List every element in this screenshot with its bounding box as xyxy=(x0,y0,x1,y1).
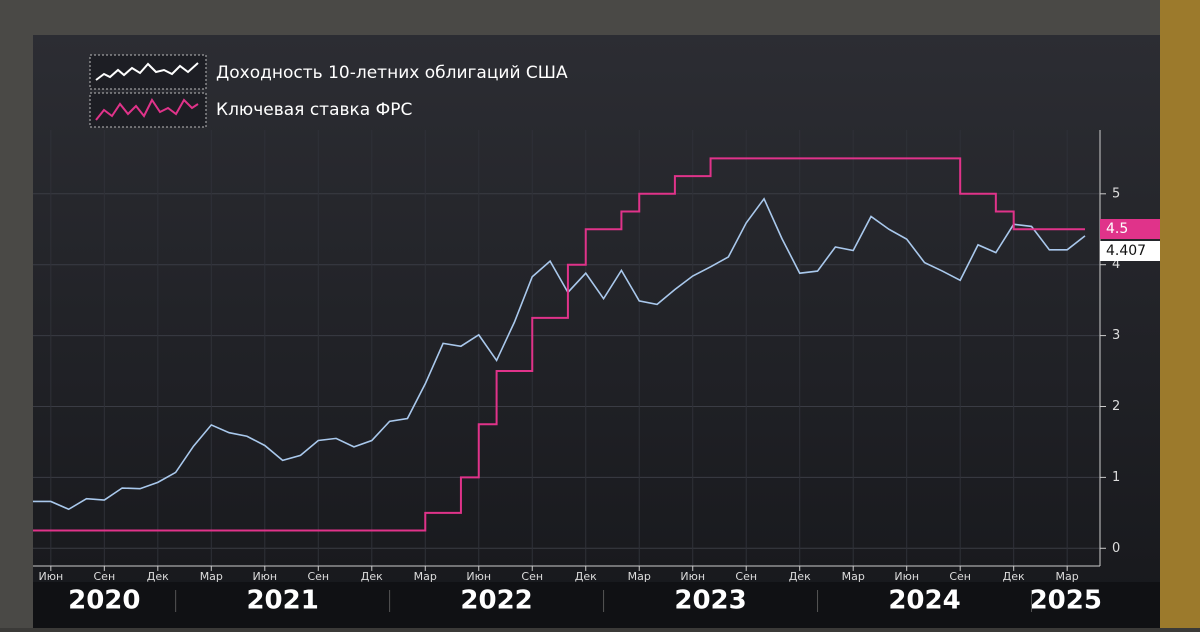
legend: Доходность 10-летних облигаций США Ключе… xyxy=(89,54,568,128)
year-label: 2022 xyxy=(460,586,532,616)
y-tick-label: 4 xyxy=(1112,257,1120,272)
x-tick-label: Дек xyxy=(147,570,169,583)
last-value-label: 4.407 xyxy=(1106,243,1146,259)
x-tick-label: Мар xyxy=(414,570,437,583)
legend-label: Ключевая ставка ФРС xyxy=(216,100,412,120)
panel xyxy=(33,35,1160,625)
x-tick-label: Мар xyxy=(628,570,651,583)
x-tick-label: Сен xyxy=(735,570,757,583)
last-value-label: 4.5 xyxy=(1106,221,1128,237)
x-tick-label: Дек xyxy=(789,570,811,583)
x-tick-label: Сен xyxy=(94,570,116,583)
x-tick-label: Дек xyxy=(575,570,597,583)
legend-icon xyxy=(95,98,199,121)
year-label: 2023 xyxy=(674,586,746,616)
legend-box xyxy=(89,92,207,128)
year-label: 2025 xyxy=(1030,586,1102,616)
y-tick-label: 3 xyxy=(1112,328,1120,343)
x-tick-label: Дек xyxy=(361,570,383,583)
x-tick-label: Мар xyxy=(200,570,223,583)
backdrop-strip xyxy=(1160,0,1200,628)
x-tick-label: Июн xyxy=(894,570,919,583)
x-tick-label: Сен xyxy=(521,570,543,583)
x-tick-label: Июн xyxy=(680,570,705,583)
last-value-box xyxy=(1100,219,1160,239)
x-tick-label: Июн xyxy=(466,570,491,583)
y-tick-label: 2 xyxy=(1112,399,1120,414)
year-band xyxy=(33,582,1160,628)
y-tick-label: 5 xyxy=(1112,186,1120,201)
series-line xyxy=(33,197,1086,511)
x-tick-label: Июн xyxy=(252,570,277,583)
year-label: 2024 xyxy=(888,586,960,616)
x-tick-label: Сен xyxy=(307,570,329,583)
year-label: 2020 xyxy=(68,586,140,616)
year-label: 2021 xyxy=(246,586,318,616)
last-value-box xyxy=(1100,241,1160,261)
x-tick-label: Дек xyxy=(1003,570,1025,583)
x-tick-label: Мар xyxy=(1056,570,1079,583)
legend-icon xyxy=(95,62,199,81)
x-tick-label: Сен xyxy=(949,570,971,583)
y-tick-label: 1 xyxy=(1112,470,1120,485)
series-line xyxy=(33,157,1085,532)
legend-label: Доходность 10-летних облигаций США xyxy=(216,63,568,83)
plot: 0 1 2 3 4 5 Июн Сен Дек Мар Июн Сен Дек Мар Июн Сен Дек М… xyxy=(33,130,1160,616)
x-tick-label: Мар xyxy=(842,570,865,583)
y-tick-label: 0 xyxy=(1112,541,1120,556)
x-tick-label: Июн xyxy=(38,570,63,583)
